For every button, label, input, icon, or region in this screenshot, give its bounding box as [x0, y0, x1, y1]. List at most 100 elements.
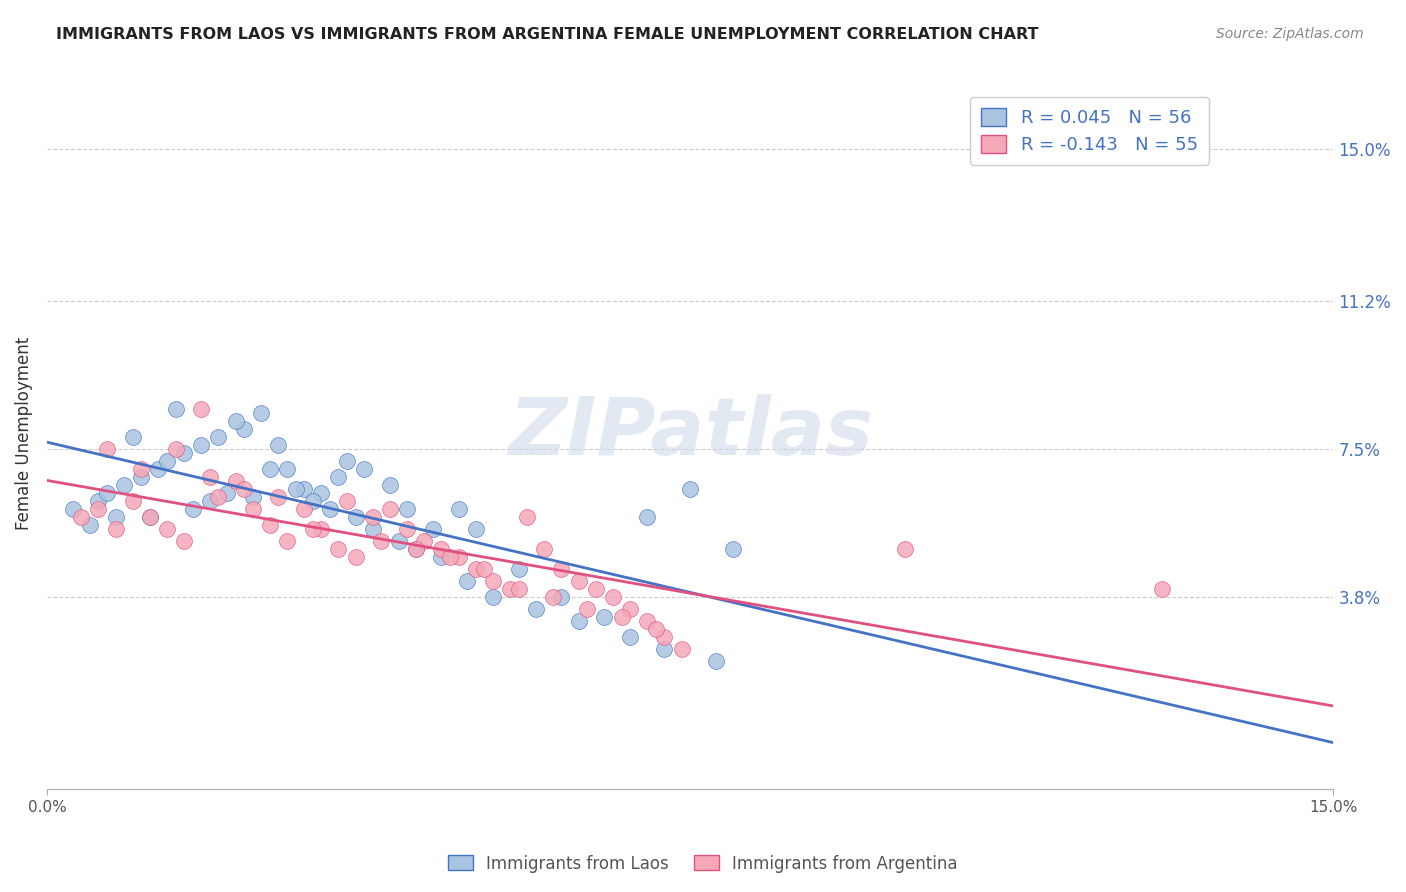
Point	[405, 542, 427, 557]
Point	[541, 591, 564, 605]
Point	[671, 642, 693, 657]
Point	[378, 502, 401, 516]
Point	[654, 642, 676, 657]
Point	[79, 518, 101, 533]
Point	[139, 510, 162, 524]
Point	[225, 475, 247, 489]
Point	[370, 534, 392, 549]
Point	[96, 442, 118, 457]
Point	[482, 574, 505, 589]
Point	[259, 518, 281, 533]
Point	[344, 510, 367, 524]
Point	[568, 614, 591, 628]
Point	[104, 510, 127, 524]
Point	[422, 522, 444, 536]
Point	[508, 562, 530, 576]
Point	[292, 483, 315, 497]
Text: ZIPatlas: ZIPatlas	[508, 394, 873, 472]
Point	[207, 490, 229, 504]
Point	[129, 470, 152, 484]
Point	[276, 462, 298, 476]
Point	[610, 610, 633, 624]
Point	[439, 550, 461, 565]
Point	[121, 494, 143, 508]
Point	[328, 542, 350, 557]
Point	[516, 510, 538, 524]
Point	[550, 562, 572, 576]
Point	[644, 622, 666, 636]
Point	[721, 542, 744, 557]
Point	[215, 486, 238, 500]
Point	[173, 534, 195, 549]
Point	[447, 550, 470, 565]
Point	[1150, 582, 1173, 597]
Point	[550, 591, 572, 605]
Point	[568, 574, 591, 589]
Point	[679, 483, 702, 497]
Point	[361, 522, 384, 536]
Y-axis label: Female Unemployment: Female Unemployment	[15, 336, 32, 530]
Point	[276, 534, 298, 549]
Point	[225, 414, 247, 428]
Point	[129, 462, 152, 476]
Point	[207, 430, 229, 444]
Point	[250, 406, 273, 420]
Point	[242, 502, 264, 516]
Point	[482, 591, 505, 605]
Point	[233, 483, 256, 497]
Point	[198, 494, 221, 508]
Point	[319, 502, 342, 516]
Point	[336, 494, 359, 508]
Point	[190, 438, 212, 452]
Point	[464, 562, 486, 576]
Point	[585, 582, 607, 597]
Point	[405, 542, 427, 557]
Point	[636, 614, 658, 628]
Point	[636, 510, 658, 524]
Point	[430, 550, 453, 565]
Point	[156, 522, 179, 536]
Point	[447, 502, 470, 516]
Point	[353, 462, 375, 476]
Point	[336, 454, 359, 468]
Point	[619, 630, 641, 644]
Point	[430, 542, 453, 557]
Point	[396, 522, 419, 536]
Point	[593, 610, 616, 624]
Point	[292, 502, 315, 516]
Point	[173, 446, 195, 460]
Point	[165, 402, 187, 417]
Point	[893, 542, 915, 557]
Point	[259, 462, 281, 476]
Point	[704, 654, 727, 668]
Point	[104, 522, 127, 536]
Point	[242, 490, 264, 504]
Point	[524, 602, 547, 616]
Point	[233, 422, 256, 436]
Point	[378, 478, 401, 492]
Point	[87, 502, 110, 516]
Point	[508, 582, 530, 597]
Point	[121, 430, 143, 444]
Text: IMMIGRANTS FROM LAOS VS IMMIGRANTS FROM ARGENTINA FEMALE UNEMPLOYMENT CORRELATIO: IMMIGRANTS FROM LAOS VS IMMIGRANTS FROM …	[56, 27, 1039, 42]
Point	[148, 462, 170, 476]
Point	[284, 483, 307, 497]
Point	[576, 602, 599, 616]
Legend: Immigrants from Laos, Immigrants from Argentina: Immigrants from Laos, Immigrants from Ar…	[441, 848, 965, 880]
Point	[361, 510, 384, 524]
Point	[181, 502, 204, 516]
Point	[472, 562, 495, 576]
Point	[96, 486, 118, 500]
Point	[464, 522, 486, 536]
Point	[301, 522, 323, 536]
Point	[328, 470, 350, 484]
Point	[62, 502, 84, 516]
Legend: R = 0.045   N = 56, R = -0.143   N = 55: R = 0.045 N = 56, R = -0.143 N = 55	[970, 97, 1209, 165]
Point	[456, 574, 478, 589]
Point	[396, 502, 419, 516]
Point	[499, 582, 522, 597]
Point	[139, 510, 162, 524]
Point	[387, 534, 409, 549]
Text: Source: ZipAtlas.com: Source: ZipAtlas.com	[1216, 27, 1364, 41]
Point	[413, 534, 436, 549]
